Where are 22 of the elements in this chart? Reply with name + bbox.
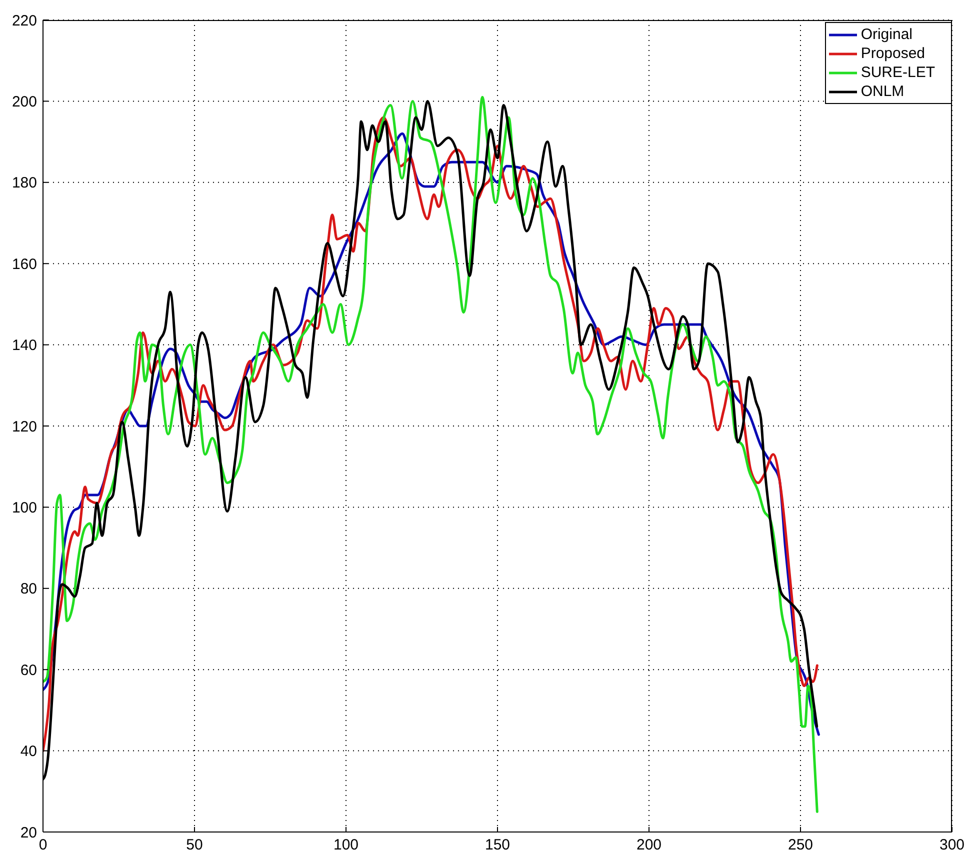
legend-label: ONLM (860, 83, 904, 100)
x-tick-label: 300 (939, 836, 965, 854)
y-tick-label: 60 (20, 662, 37, 679)
y-tick-label: 180 (12, 174, 37, 192)
y-tick-label: 160 (12, 256, 37, 273)
x-tick-label: 200 (636, 836, 662, 854)
y-tick-label: 140 (12, 337, 37, 354)
x-tick-label: 0 (38, 836, 48, 854)
legend-label: SURE-LET (860, 64, 935, 81)
legend-label: Original (860, 26, 912, 43)
x-tick-label: 50 (186, 836, 203, 854)
y-tick-label: 40 (20, 743, 37, 760)
y-tick-label: 20 (20, 824, 37, 842)
x-tick-label: 100 (333, 836, 359, 854)
y-tick-label: 100 (12, 500, 37, 517)
y-tick-label: 200 (12, 94, 37, 111)
y-tick-label: 220 (12, 12, 37, 30)
x-tick-label: 250 (788, 836, 814, 854)
legend-label: Proposed (860, 45, 926, 62)
x-tick-label: 150 (484, 836, 510, 854)
y-tick-label: 80 (20, 580, 37, 598)
y-tick-label: 120 (12, 418, 37, 436)
